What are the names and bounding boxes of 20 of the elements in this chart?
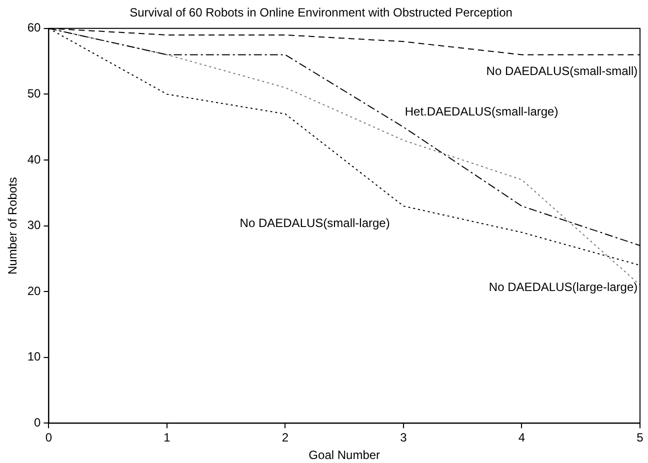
x-tick-label: 0 [45, 430, 52, 445]
y-axis-title: Number of Robots [6, 177, 20, 274]
y-tick-label: 60 [27, 20, 42, 35]
x-axis-title: Goal Number [308, 448, 380, 462]
y-tick-label: 0 [34, 416, 42, 430]
y-tick-label: 30 [27, 218, 42, 232]
y-tick-label: 50 [27, 86, 42, 101]
series-label: No DAEDALUS(small-large) [240, 216, 390, 230]
y-tick-label: 40 [27, 152, 42, 166]
series-label: No DAEDALUS(large-large) [488, 280, 638, 294]
y-tick-label: 20 [27, 284, 42, 298]
x-tick-label: 3 [400, 430, 408, 445]
x-tick-label: 4 [518, 430, 526, 445]
chart-title: Survival of 60 Robots in Online Environment with Obstructed Perception [130, 6, 512, 20]
x-tick-label: 1 [164, 430, 171, 445]
y-tick-label: 10 [27, 350, 42, 364]
series-label: Het.DAEDALUS(small-large) [404, 104, 558, 118]
x-tick-label: 2 [282, 430, 289, 445]
series-label: No DAEDALUS(small-small) [486, 64, 638, 78]
x-tick-label: 5 [636, 430, 644, 445]
